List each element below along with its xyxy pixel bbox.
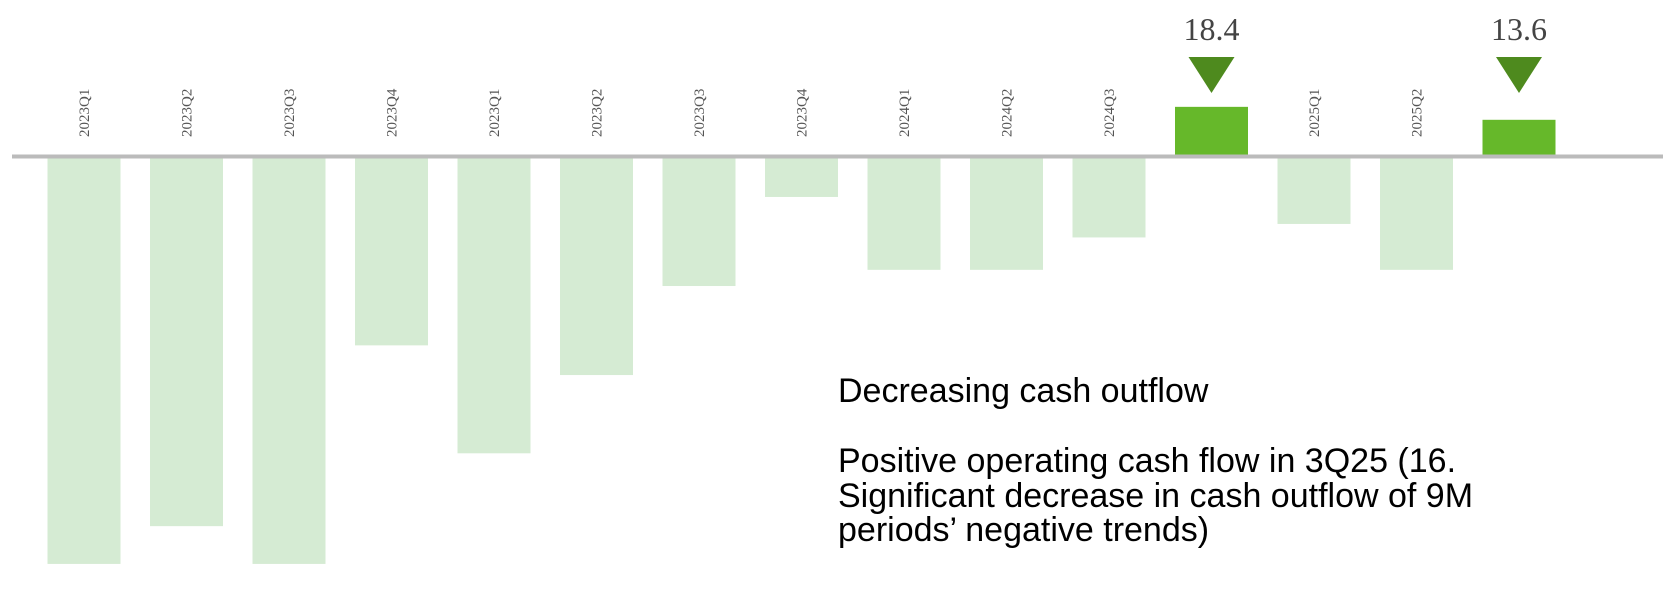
bar [457, 156, 531, 454]
x-tick-label: 2025Q1 [1307, 89, 1323, 137]
annotation: Decreasing cash outflow [838, 372, 1209, 410]
x-tick-label: 2024Q2 [1000, 89, 1016, 137]
annotation: periods’ negative trends) [838, 511, 1209, 549]
bar [355, 156, 428, 346]
annotation: Positive operating cash flow in 3Q25 (16… [838, 442, 1456, 480]
bar [867, 156, 941, 270]
bar [1175, 106, 1248, 157]
x-tick-label: 2024Q3 [1102, 89, 1118, 137]
x-tick-label: 2023Q2 [180, 89, 196, 137]
bar [560, 156, 633, 376]
bar [765, 156, 838, 197]
bar [47, 156, 121, 564]
x-tick-label: 2023Q3 [692, 89, 708, 137]
bar [1277, 156, 1351, 224]
x-tick-label: 2023Q3 [282, 89, 298, 137]
bar [1482, 119, 1556, 157]
x-tick-label: 2023Q4 [795, 88, 811, 137]
x-tick-label: 2024Q1 [897, 89, 913, 137]
annotation: Significant decrease in cash outflow of … [838, 477, 1473, 515]
bar [662, 156, 736, 287]
value-label: 18.4 [1184, 11, 1240, 47]
x-tick-label: 2023Q4 [385, 88, 401, 137]
bar [1380, 156, 1453, 270]
bar [252, 156, 326, 564]
x-tick-label: 2025Q2 [1410, 89, 1426, 137]
bar [1072, 156, 1146, 238]
bar [150, 156, 223, 527]
x-tick-label: 2023Q2 [590, 89, 606, 137]
x-tick-label: 2023Q1 [77, 89, 93, 137]
x-tick-label: 2023Q1 [487, 89, 503, 137]
marker-triangle [1496, 57, 1542, 93]
marker-triangle [1188, 57, 1235, 93]
bar [970, 156, 1043, 270]
value-label: 13.6 [1491, 11, 1547, 47]
